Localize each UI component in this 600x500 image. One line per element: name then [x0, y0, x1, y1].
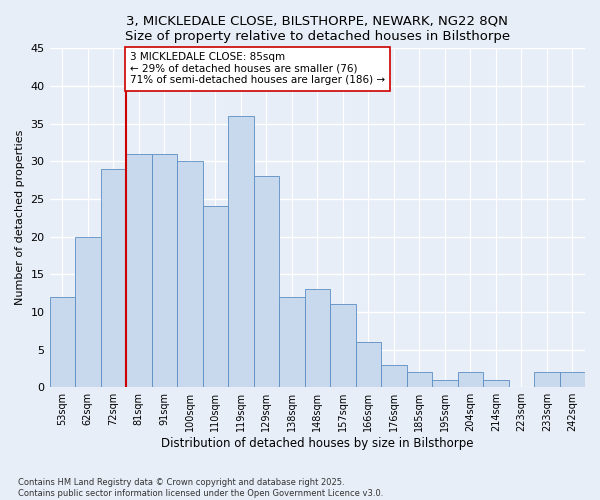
- Title: 3, MICKLEDALE CLOSE, BILSTHORPE, NEWARK, NG22 8QN
Size of property relative to d: 3, MICKLEDALE CLOSE, BILSTHORPE, NEWARK,…: [125, 15, 510, 43]
- Y-axis label: Number of detached properties: Number of detached properties: [15, 130, 25, 306]
- Bar: [407, 372, 432, 387]
- Bar: [279, 297, 305, 387]
- X-axis label: Distribution of detached houses by size in Bilsthorpe: Distribution of detached houses by size …: [161, 437, 473, 450]
- Bar: [126, 154, 152, 387]
- Bar: [203, 206, 228, 387]
- Bar: [330, 304, 356, 387]
- Bar: [254, 176, 279, 387]
- Bar: [560, 372, 585, 387]
- Text: Contains HM Land Registry data © Crown copyright and database right 2025.
Contai: Contains HM Land Registry data © Crown c…: [18, 478, 383, 498]
- Bar: [177, 162, 203, 387]
- Bar: [101, 169, 126, 387]
- Bar: [50, 297, 75, 387]
- Bar: [228, 116, 254, 387]
- Bar: [152, 154, 177, 387]
- Bar: [534, 372, 560, 387]
- Bar: [483, 380, 509, 387]
- Bar: [432, 380, 458, 387]
- Bar: [75, 236, 101, 387]
- Bar: [458, 372, 483, 387]
- Bar: [305, 290, 330, 387]
- Text: 3 MICKLEDALE CLOSE: 85sqm
← 29% of detached houses are smaller (76)
71% of semi-: 3 MICKLEDALE CLOSE: 85sqm ← 29% of detac…: [130, 52, 385, 86]
- Bar: [381, 364, 407, 387]
- Bar: [356, 342, 381, 387]
